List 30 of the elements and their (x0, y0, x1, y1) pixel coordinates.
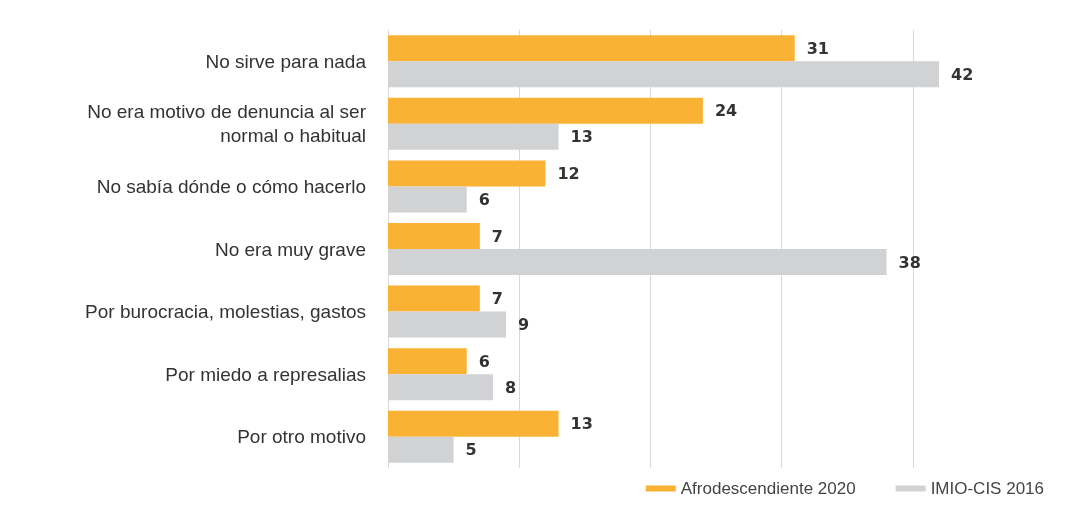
bar (388, 410, 559, 437)
data-label: 6 (478, 189, 490, 209)
y-tick-label: No sirve para nada (205, 50, 367, 72)
data-label: 31 (806, 38, 829, 58)
data-label: 42 (951, 64, 974, 84)
y-tick-label: No sabía dónde o cómo hacerlo (96, 175, 366, 197)
data-label: 12 (557, 163, 580, 183)
bar (388, 285, 480, 312)
legend-label: IMIO-CIS 2016 (930, 479, 1044, 498)
data-label: 7 (491, 226, 503, 246)
data-label: 13 (570, 414, 593, 434)
data-label: 6 (478, 351, 490, 371)
bar (388, 35, 795, 62)
bar (388, 97, 703, 124)
bar (388, 160, 546, 187)
data-label: 8 (504, 377, 517, 397)
data-label: 5 (465, 440, 477, 460)
y-tick-label: Por miedo a represalias (165, 363, 366, 385)
data-label: 13 (570, 127, 593, 147)
bar (388, 348, 467, 375)
bar (388, 223, 480, 249)
data-label: 7 (491, 289, 503, 309)
data-label: 38 (898, 252, 921, 272)
data-label: 9 (518, 315, 530, 335)
y-tick-label: No era muy grave (214, 238, 366, 260)
legend-label: Afrodescendiente 2020 (680, 479, 856, 498)
y-tick-label: No era motivo de denuncia al ser normal o habitual (87, 101, 367, 147)
y-tick-label: Por burocracia, molestias, gastos (85, 301, 366, 323)
y-tick-label: Por otro motivo (237, 426, 366, 448)
data-label: 24 (714, 101, 738, 121)
